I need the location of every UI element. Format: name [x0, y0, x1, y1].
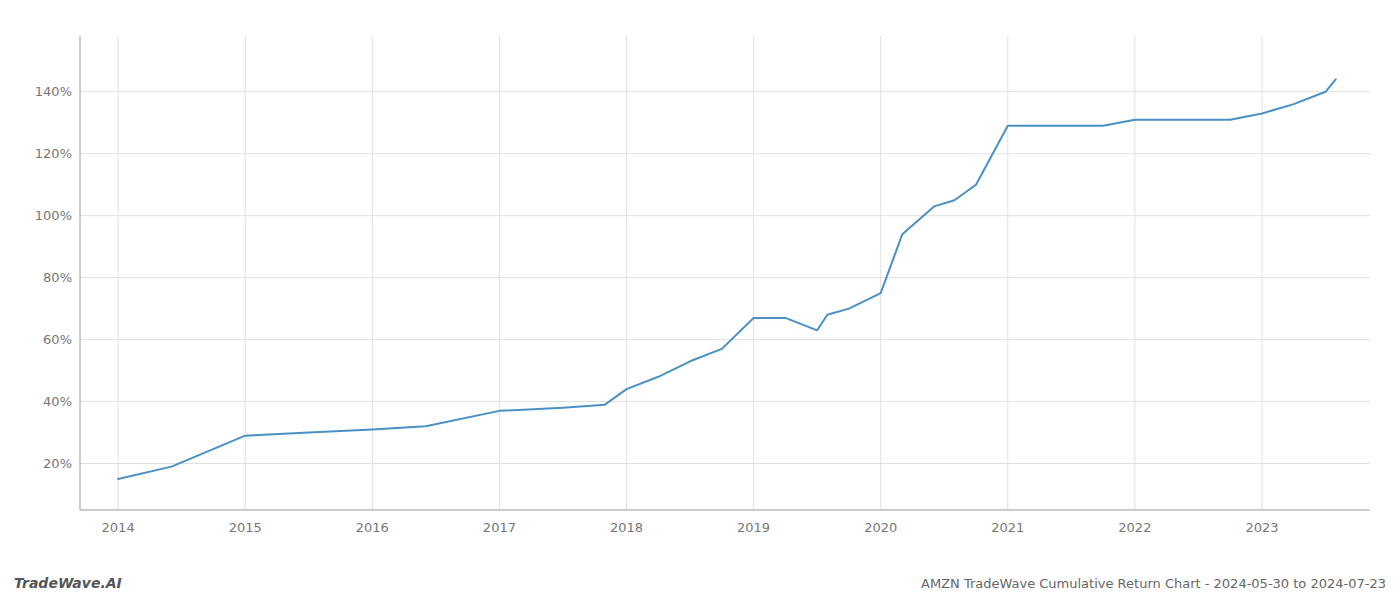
y-tick-label: 40% [43, 394, 72, 409]
grid [80, 36, 1370, 510]
y-tick-label: 60% [43, 332, 72, 347]
y-tick-label: 120% [35, 146, 72, 161]
x-tick-label: 2023 [1245, 520, 1278, 535]
x-tick-label: 2021 [991, 520, 1024, 535]
y-tick-label: 140% [35, 84, 72, 99]
x-tick-label: 2015 [229, 520, 262, 535]
y-grid-line [80, 277, 1370, 278]
y-grid-line [80, 215, 1370, 216]
x-grid-line [626, 36, 627, 510]
x-tick-label: 2016 [356, 520, 389, 535]
x-tick-label: 2022 [1118, 520, 1151, 535]
tick-labels: 2014 2015 2016 2017 2018 2019 2020 2021 2022 2023… [35, 84, 1279, 535]
plot-area [118, 79, 1336, 479]
watermark: TradeWave.AI [14, 575, 122, 591]
x-tick-label: 2019 [737, 520, 770, 535]
x-grid-line [1261, 36, 1262, 510]
x-grid-line [753, 36, 754, 510]
y-tick-label: 20% [43, 456, 72, 471]
x-grid-line [1007, 36, 1008, 510]
x-grid-line [1134, 36, 1135, 510]
x-tick-label: 2018 [610, 520, 643, 535]
y-grid-line [80, 401, 1370, 402]
x-axis-line [80, 510, 1370, 511]
y-grid-line [80, 339, 1370, 340]
x-grid-line [880, 36, 881, 510]
chart-svg: 2014 2015 2016 2017 2018 2019 2020 2021 2022 2023… [0, 0, 1400, 600]
y-tick-label: 100% [35, 208, 72, 223]
y-axis-line [80, 36, 81, 510]
y-grid-line [80, 91, 1370, 92]
y-tick-label: 80% [43, 270, 72, 285]
x-grid-line [245, 36, 246, 510]
x-grid-line [118, 36, 119, 510]
x-grid-line [499, 36, 500, 510]
x-tick-label: 2014 [102, 520, 135, 535]
x-grid-line [372, 36, 373, 510]
x-tick-label: 2020 [864, 520, 897, 535]
return-line [118, 79, 1336, 479]
chart-container: 2014 2015 2016 2017 2018 2019 2020 2021 2022 2023… [0, 0, 1400, 600]
x-tick-label: 2017 [483, 520, 516, 535]
chart-title: AMZN TradeWave Cumulative Return Chart -… [921, 576, 1386, 591]
y-grid-line [80, 463, 1370, 464]
y-grid-line [80, 153, 1370, 154]
